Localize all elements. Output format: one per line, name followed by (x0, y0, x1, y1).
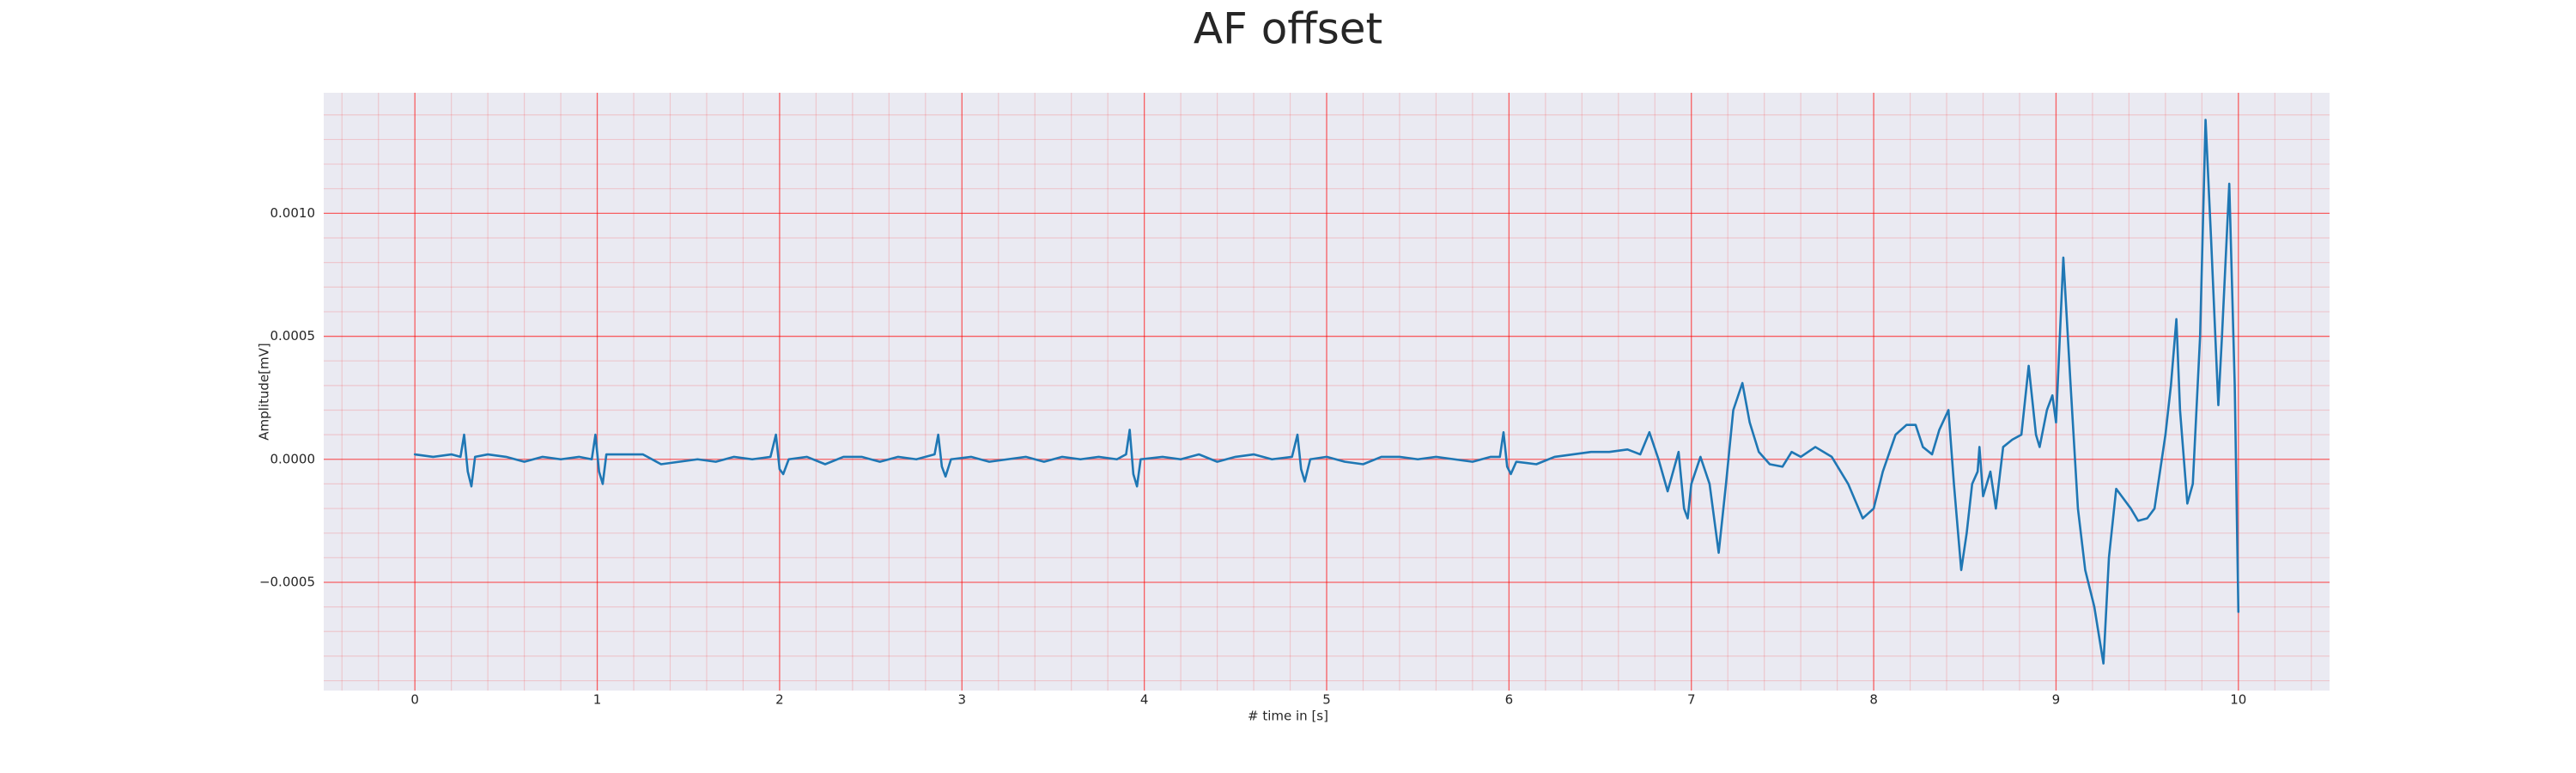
x-tick-label: 7 (1687, 692, 1696, 708)
x-tick-label: 2 (775, 692, 784, 708)
signal-line (413, 119, 2240, 665)
x-tick-label: 4 (1140, 692, 1149, 708)
y-tick-label: −0.0005 (259, 574, 315, 589)
x-tick-label: 3 (957, 692, 966, 708)
x-tick-label: 5 (1322, 692, 1331, 708)
x-tick-label: 6 (1505, 692, 1514, 708)
y-tick-label: 0.0010 (270, 205, 316, 221)
labels: 0 1 2 3 4 5 6 7 8 9 10 −0.0005 0.0000 0.0005 0.0010 (259, 205, 2246, 708)
marks (413, 119, 2240, 665)
chart-title: AF offset (1194, 4, 1382, 54)
grid (324, 93, 2330, 691)
x-axis-label: # time in [s] (1248, 709, 1328, 724)
y-tick-label: 0.0000 (270, 451, 316, 466)
x-tick-label: 1 (593, 692, 602, 708)
x-tick-label: 8 (1869, 692, 1878, 708)
y-tick-label: 0.0005 (270, 328, 316, 344)
x-tick-label: 10 (2230, 692, 2246, 708)
x-tick-label: 9 (2052, 692, 2061, 708)
x-tick-label: 0 (410, 692, 419, 708)
y-axis-label: Amplitude[mV] (257, 343, 272, 440)
